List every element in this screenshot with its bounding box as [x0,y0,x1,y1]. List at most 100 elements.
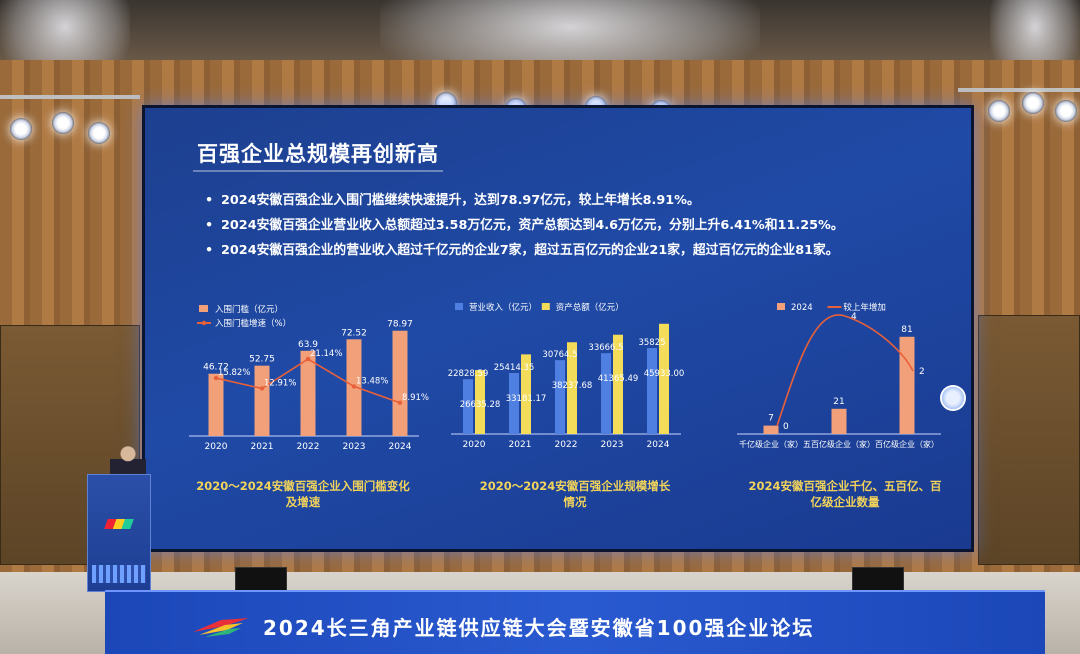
legend-label: 较上年增加 [843,302,886,313]
bar [475,370,485,434]
bullet-item: 2024安徽百强企业的营业收入超过千亿元的企业7家，超过五百亿元的企业21家，超… [205,238,975,263]
forum-banner-text: 2024长三角产业链供应链大会暨安徽省100强企业论坛 [263,616,815,640]
tick-label: 2022 [555,440,578,450]
podium-logo-icon [104,519,134,529]
stage-light-icon [52,112,74,134]
bar [899,336,915,434]
bar [647,348,657,434]
data-label: 21 [833,397,844,407]
tick-label: 2020 [463,440,486,450]
stage-light-icon [10,118,32,140]
data-label: 35825 [638,338,665,348]
data-label: 7 [768,414,774,424]
bar [659,323,669,434]
bullet-item: 2024安徽百强企业入围门槛继续快速提升，达到78.97亿元，较上年增长8.91… [205,188,975,213]
data-label: 78.97 [387,320,413,330]
data-label: 12.91% [264,378,296,388]
data-label: 81 [901,325,912,335]
bar [567,342,577,434]
data-label: 41365.49 [598,374,639,384]
tick-label: 2023 [601,440,624,450]
chart-counts-svg: 2024 较上年增加 7 千亿级企业（家） 21 五百亿级企业（家） 81 百亿级企业（家） 0… [737,302,941,449]
wall-panel-right [978,315,1080,565]
stage-light-icon [1022,92,1044,114]
line-point [397,400,403,405]
bar [763,425,779,434]
chart-counts-caption: 2024安徽百强企业千亿、五百亿、百亿级企业数量 [748,479,942,509]
legend-label: 资产总额（亿元） [556,302,624,313]
data-label: 33181.17 [506,394,547,404]
legend-swatch [455,303,463,310]
bar [254,365,270,436]
data-label: 4 [851,312,857,322]
line-point [351,384,357,389]
data-label: 25414.35 [494,363,535,373]
bullet-item: 2024安徽百强企业营业收入总额超过3.58万亿元，资产总额达到4.6万亿元，分… [205,213,975,238]
light-rig-left [0,95,140,99]
bar [392,330,408,436]
bar [509,373,519,434]
title-underline [193,170,443,172]
tick-label: 百亿级企业（家） [875,439,939,449]
chart-threshold-svg: 入围门槛（亿元）入围门槛增速（%）46.72202052.75202163.92… [189,304,429,452]
data-label: 38237.68 [552,381,593,391]
tick-label: 2020 [205,442,228,452]
data-label: 26635.28 [460,400,501,410]
bar [601,353,611,434]
data-label: 45933.00 [644,369,685,379]
bar [555,360,565,434]
data-label: 33666.5 [588,343,623,353]
data-label: 21.14% [310,349,342,359]
line-point [213,375,219,381]
podium-city-graphic [92,565,146,583]
legend-swatch [199,305,208,312]
stage-light-icon [88,122,110,144]
data-label: 2 [919,367,925,377]
light-rig-right [958,88,1080,92]
projection-screen: 百强企业总规模再创新高 2024安徽百强企业入围门槛继续快速提升，达到78.97… [142,105,974,552]
chart-threshold-caption: 2020～2024安徽百强企业入围门槛变化及增速 [196,479,410,509]
data-label: 52.75 [249,355,275,365]
stage-monitor [235,567,287,593]
data-label: 72.52 [341,328,367,338]
stage-light-icon [1055,100,1077,122]
legend-swatch [201,320,207,326]
data-label: 63.9 [298,340,318,350]
legend-label: 营业收入（亿元） [469,302,537,313]
chart-counts: 2024 较上年增加 7 千亿级企业（家） 21 五百亿级企业（家） 81 百亿级企业（家） 0… [735,296,955,466]
tick-label: 2022 [297,442,320,452]
data-label: 46.72 [203,363,229,373]
tick-label: 五百亿级企业（家） [803,439,875,449]
legend-label: 入围门槛（亿元） [215,304,283,315]
legend-label: 2024 [791,303,813,313]
legend-swatch [777,303,785,310]
data-label: 0 [783,422,789,432]
legend-label: 入围门槛增速（%） [215,318,291,329]
forum-banner: 2024长三角产业链供应链大会暨安徽省100强企业论坛 [105,590,1045,654]
tick-label: 2023 [343,442,366,452]
data-label: 30764.5 [542,350,577,360]
bar [300,350,316,436]
bullet-list: 2024安徽百强企业入围门槛继续快速提升，达到78.97亿元，较上年增长8.91… [205,188,975,263]
tick-label: 2021 [251,442,274,452]
floating-assist-button[interactable] [940,385,966,411]
podium [87,474,151,592]
line-point [259,386,265,391]
bar [463,379,473,434]
chart-scale-svg: 营业收入（亿元） 资产总额（亿元） 22828.59 26635.28 2020 2541… [448,302,685,450]
data-label: 22828.59 [448,369,489,379]
forum-logo-icon [193,618,249,637]
chart-threshold: 入围门槛（亿元） 入围门槛增速（%） 46.72 2020 52.75 2021 63.9 2… [181,296,429,466]
bar [831,408,847,434]
data-label: 8.91% [402,393,429,403]
tick-label: 2024 [389,442,412,452]
data-label: 13.48% [356,376,388,386]
slide-title: 百强企业总规模再创新高 [197,142,439,166]
tick-label: 2021 [509,440,532,450]
tick-label: 2024 [647,440,670,450]
chart-scale: 营业收入（亿元） 资产总额（亿元） 22828.59 26635.28 2020 2541… [445,296,685,466]
data-label: 15.82% [218,368,250,378]
stage-light-icon [988,100,1010,122]
legend-swatch [541,303,550,310]
bar [613,334,623,434]
